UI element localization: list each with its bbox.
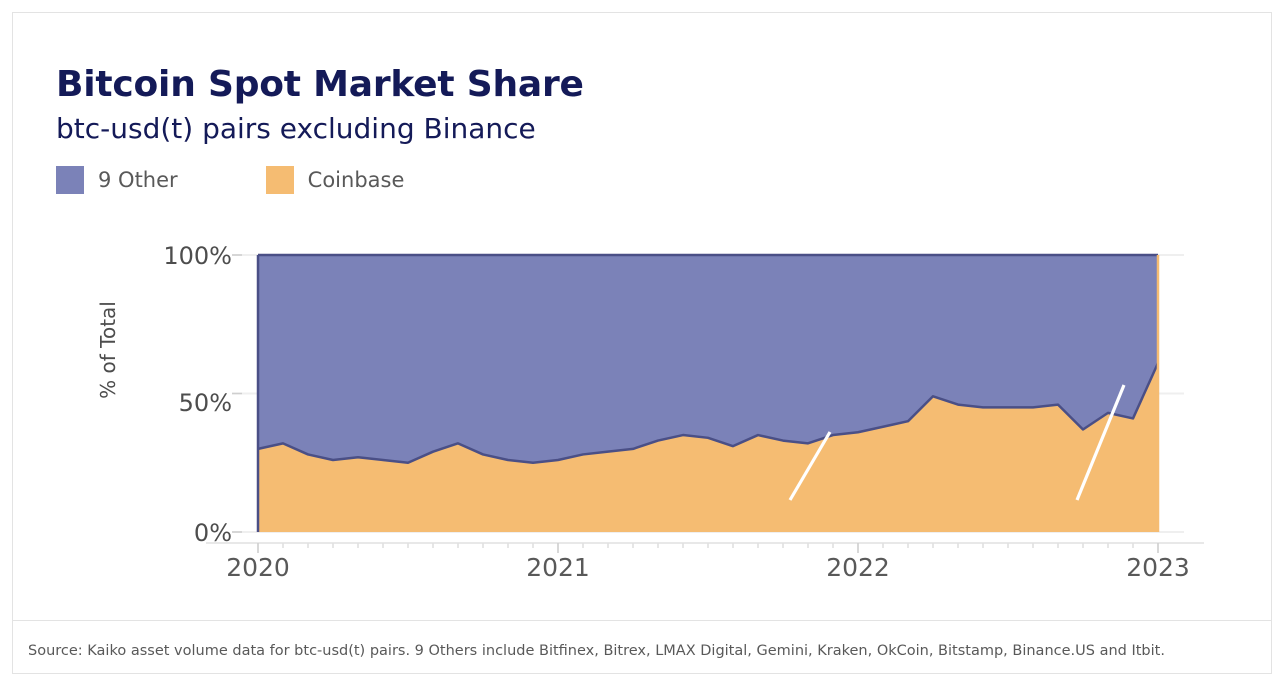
annotation-dec-2021: Dec 2021: 49% xyxy=(702,504,871,529)
page-title: Bitcoin Spot Market Share xyxy=(56,64,584,105)
y-tick-100: 100% xyxy=(163,242,232,270)
x-tick-2022: 2022 xyxy=(826,553,890,582)
y-tick-50: 50% xyxy=(178,389,232,417)
x-tick-2023: 2023 xyxy=(1126,553,1190,582)
footnote-text: Source: Kaiko asset volume data for btc-… xyxy=(28,643,1165,659)
legend-label-coinbase: Coinbase xyxy=(307,168,405,192)
x-tick-2020: 2020 xyxy=(226,553,290,582)
legend-item-other[interactable]: 9 Other xyxy=(56,166,178,194)
legend-item-coinbase[interactable]: Coinbase xyxy=(265,166,405,194)
footnote-divider xyxy=(13,620,1271,621)
page-subtitle: btc-usd(t) pairs excluding Binance xyxy=(56,112,536,145)
chart-legend: 9 Other Coinbase xyxy=(56,165,404,195)
y-tick-0: 0% xyxy=(193,519,232,547)
x-tick-2021: 2021 xyxy=(526,553,590,582)
legend-swatch-coinbase xyxy=(265,166,294,194)
annotation-dec-2022: Dec 2022: 61% xyxy=(999,504,1168,529)
legend-label-other: 9 Other xyxy=(98,168,178,192)
y-axis-label: % of Total xyxy=(96,301,120,399)
legend-swatch-other xyxy=(56,166,84,194)
